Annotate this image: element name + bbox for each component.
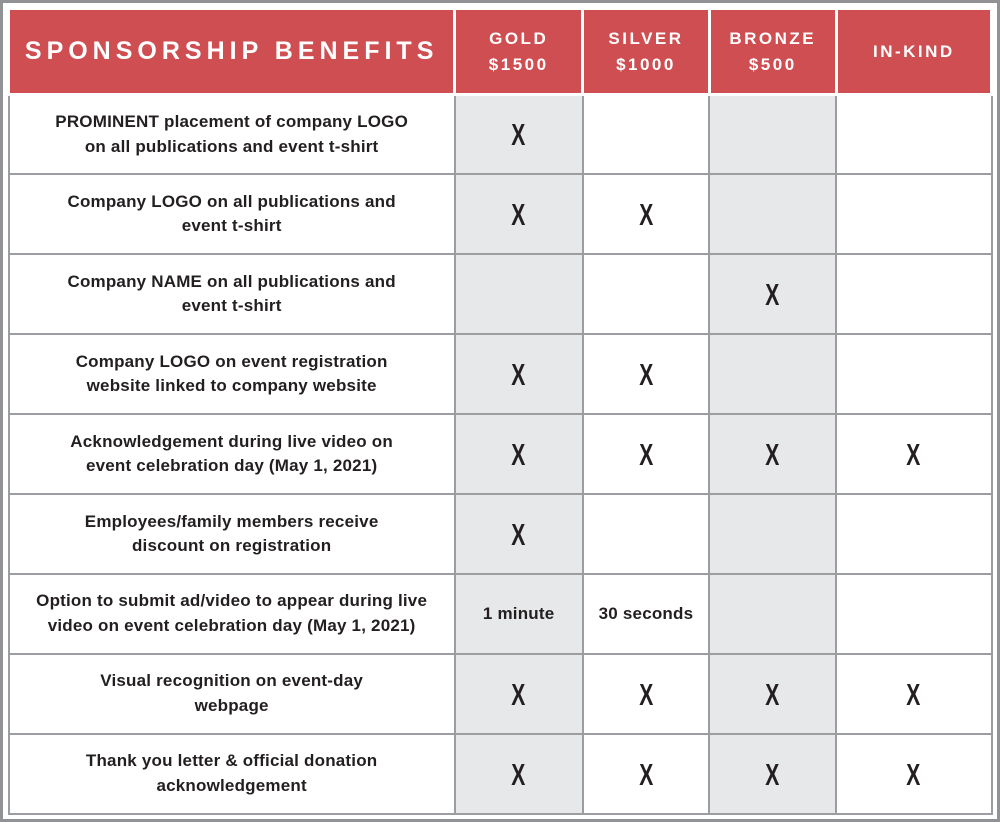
- tier-cell-silver: X: [581, 733, 711, 815]
- tier-cell-silver: [581, 93, 711, 176]
- x-mark: X: [765, 676, 780, 712]
- tier-cell-bronze: X: [708, 413, 838, 496]
- table-row: Employees/family members receive discoun…: [7, 493, 993, 576]
- tier-cell-inkind: [835, 173, 993, 256]
- tier-cell-silver: [581, 493, 711, 576]
- tier-cell-bronze: [708, 573, 838, 656]
- tier-cell-inkind: X: [835, 653, 993, 735]
- tier-cell-inkind: [835, 253, 993, 336]
- tier-header-gold: GOLD $1500: [453, 7, 585, 96]
- tier-price: $1500: [488, 54, 549, 74]
- tier-cell-silver: X: [581, 653, 711, 735]
- tier-header-bronze: BRONZE $500: [707, 7, 838, 96]
- table-header: SPONSORSHIP BENEFITS GOLD $1500 SILVER $10…: [6, 7, 994, 96]
- header-row: SPONSORSHIP BENEFITS GOLD $1500 SILVER $10…: [6, 7, 994, 96]
- tier-cell-gold: X: [453, 653, 584, 735]
- benefit-cell: Company LOGO on event registration websi…: [7, 333, 456, 416]
- table-row: Acknowledgement during live video on eve…: [7, 413, 993, 496]
- tier-header-silver: SILVER $1000: [581, 7, 711, 96]
- x-mark: X: [511, 516, 526, 552]
- benefit-cell: Acknowledgement during live video on eve…: [7, 413, 456, 496]
- x-mark: X: [765, 276, 780, 312]
- tier-cell-gold: X: [453, 93, 584, 176]
- x-mark: X: [906, 676, 921, 712]
- table-row: Option to submit ad/video to appear duri…: [7, 573, 993, 656]
- table-title: SPONSORSHIP BENEFITS: [6, 7, 457, 96]
- tier-cell-inkind: X: [835, 733, 993, 815]
- x-mark: X: [511, 356, 526, 392]
- tier-cell-bronze: [708, 333, 838, 416]
- tier-cell-inkind: [835, 333, 993, 416]
- tier-cell-inkind: [835, 493, 993, 576]
- x-mark: X: [511, 756, 526, 792]
- duration-value: 30 seconds: [598, 604, 694, 624]
- x-mark: X: [638, 756, 653, 792]
- x-mark: X: [511, 676, 526, 712]
- benefit-cell: Visual recognition on event-day webpage: [7, 653, 456, 735]
- tier-name: SILVER: [608, 29, 684, 48]
- table-row: Company LOGO on all publications and eve…: [7, 173, 993, 256]
- table-row: Company LOGO on event registration websi…: [7, 333, 993, 416]
- x-mark: X: [765, 756, 780, 792]
- tier-name: BRONZE: [729, 29, 817, 48]
- tier-cell-bronze: X: [708, 653, 838, 735]
- tier-cell-silver: X: [581, 413, 711, 496]
- tier-cell-silver: [581, 253, 711, 336]
- tier-cell-bronze: X: [708, 253, 838, 336]
- benefit-cell: Option to submit ad/video to appear duri…: [7, 573, 456, 656]
- tier-cell-gold: X: [453, 333, 584, 416]
- x-mark: X: [511, 117, 526, 153]
- x-mark: X: [638, 196, 653, 232]
- sponsorship-benefits-table: SPONSORSHIP BENEFITS GOLD $1500 SILVER $10…: [6, 7, 994, 815]
- tier-name: GOLD: [489, 29, 549, 48]
- x-mark: X: [765, 436, 780, 472]
- benefit-cell: Company NAME on all publications and eve…: [7, 253, 456, 336]
- x-mark: X: [511, 196, 526, 232]
- tier-cell-gold: 1 minute: [453, 573, 584, 656]
- x-mark: X: [638, 356, 653, 392]
- tier-cell-bronze: [708, 493, 838, 576]
- table-body: PROMINENT placement of company LOGO on a…: [7, 93, 993, 815]
- tier-cell-inkind: X: [835, 413, 993, 496]
- tier-header-inkind: IN-KIND: [834, 7, 994, 96]
- x-mark: X: [511, 436, 526, 472]
- tier-cell-silver: X: [581, 173, 711, 256]
- tier-cell-gold: X: [453, 493, 584, 576]
- tier-cell-inkind: [835, 573, 993, 656]
- table-row: Company NAME on all publications and eve…: [7, 253, 993, 336]
- tier-cell-silver: X: [581, 333, 711, 416]
- duration-value: 1 minute: [482, 604, 555, 624]
- tier-cell-gold: X: [453, 413, 584, 496]
- tier-cell-gold: X: [453, 173, 584, 256]
- tier-price: $500: [748, 54, 797, 74]
- tier-cell-inkind: [835, 93, 993, 176]
- tier-cell-bronze: X: [708, 733, 838, 815]
- tier-cell-gold: X: [453, 733, 584, 815]
- table-row: Visual recognition on event-day webpage …: [7, 653, 993, 735]
- benefit-cell: PROMINENT placement of company LOGO on a…: [7, 93, 456, 176]
- x-mark: X: [906, 756, 921, 792]
- tier-price: $1000: [616, 54, 676, 74]
- tier-cell-bronze: [708, 93, 838, 176]
- table-row: PROMINENT placement of company LOGO on a…: [7, 93, 993, 176]
- table-row: Thank you letter & official donation ack…: [7, 733, 993, 815]
- tier-cell-silver: 30 seconds: [581, 573, 711, 656]
- tier-name: IN-KIND: [872, 41, 955, 61]
- x-mark: X: [638, 436, 653, 472]
- tier-cell-bronze: [708, 173, 838, 256]
- tier-cell-gold: [453, 253, 584, 336]
- benefit-cell: Employees/family members receive discoun…: [7, 493, 456, 576]
- benefit-cell: Company LOGO on all publications and eve…: [7, 173, 456, 256]
- x-mark: X: [638, 676, 653, 712]
- benefit-cell: Thank you letter & official donation ack…: [7, 733, 456, 815]
- x-mark: X: [906, 436, 921, 472]
